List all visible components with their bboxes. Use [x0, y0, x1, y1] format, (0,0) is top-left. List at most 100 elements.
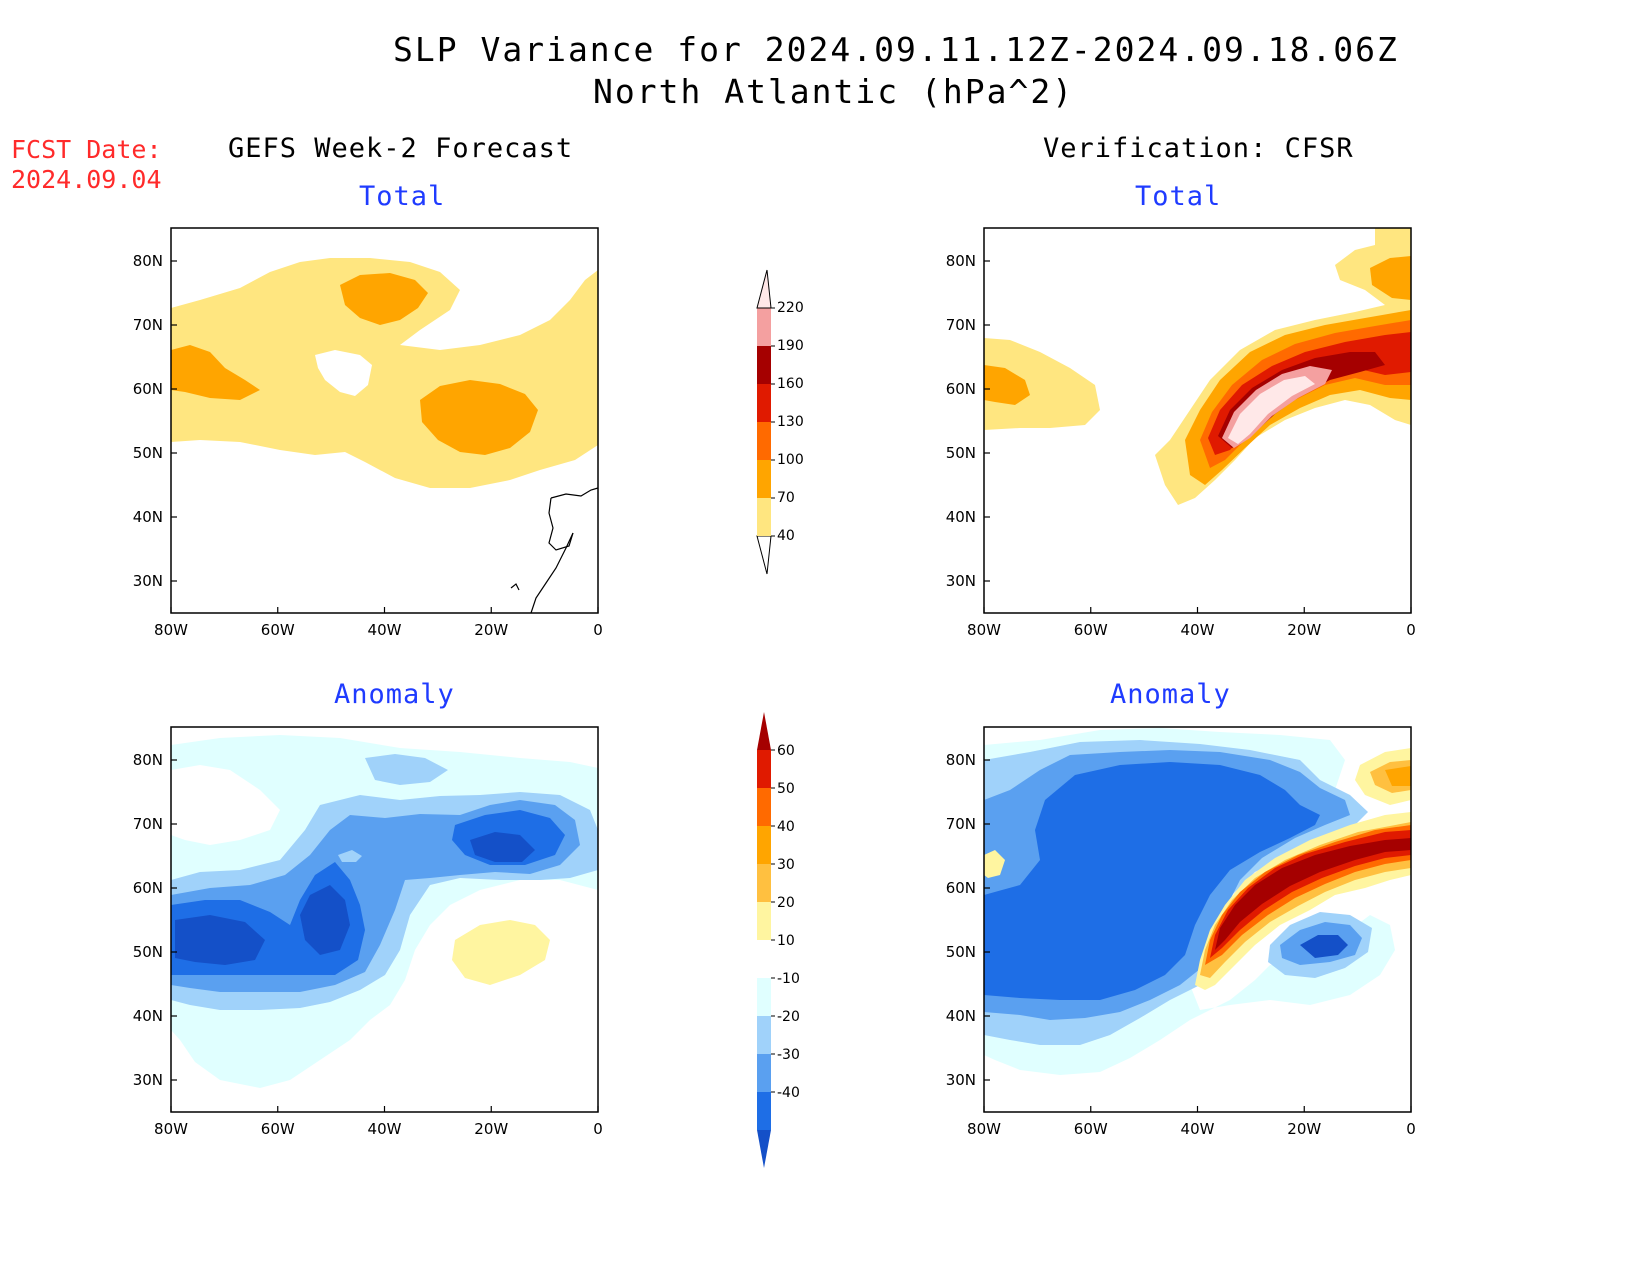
lon-tick-label: 80W — [154, 621, 188, 639]
lon-tick-label: 20W — [474, 621, 508, 639]
map-panel-verification-total — [983, 227, 1412, 614]
colorbar-total-bin — [757, 498, 771, 536]
colorbar-total-bin — [757, 384, 771, 422]
lat-tick-label: 50N — [133, 943, 163, 961]
colorbar-anomaly-bin — [757, 940, 771, 978]
lon-tick-label: 0 — [593, 621, 603, 639]
colorbar-anomaly-label: -40 — [777, 1085, 800, 1101]
lat-tick-label: 40N — [946, 508, 976, 526]
lon-tick-label: 60W — [261, 621, 295, 639]
lat-tick-label: 70N — [133, 815, 163, 833]
colorbar-anomaly-label: -20 — [777, 1009, 800, 1025]
fcst-date-label: FCST Date: 2024.09.04 — [11, 135, 162, 195]
column-heading-forecast: GEFS Week-2 Forecast — [228, 133, 574, 164]
chart-title-line2: North Atlantic (hPa^2) — [593, 72, 1075, 111]
colorbar-total-label: 160 — [777, 376, 804, 392]
map-panel-forecast-total — [170, 227, 599, 614]
colorbar-anomaly-label: 30 — [777, 857, 795, 873]
map-panel-verification-anomaly — [983, 726, 1412, 1113]
colorbar-total: 40 70 100 130 160 190 220 — [756, 269, 804, 575]
lat-tick-label: 30N — [133, 1071, 163, 1089]
colorbar-total-high-extend — [756, 269, 772, 309]
colorbar-anomaly-bin — [757, 978, 771, 1016]
contour-70-labrador — [171, 345, 260, 400]
lat-tick-label: 60N — [946, 879, 976, 897]
lon-tick-label: 0 — [1406, 1120, 1416, 1138]
colorbar-anomaly-label: -30 — [777, 1047, 800, 1063]
lat-tick-label: 40N — [133, 1007, 163, 1025]
lon-tick-label: 40W — [1181, 621, 1215, 639]
lon-tick-label: 80W — [154, 1120, 188, 1138]
colorbar-total-label: 190 — [777, 338, 804, 354]
lon-tick-label: 20W — [1287, 1120, 1321, 1138]
colorbar-anomaly-label: 60 — [777, 743, 795, 759]
colorbar-anomaly-bin — [757, 788, 771, 826]
lat-tick-label: 40N — [946, 1007, 976, 1025]
colorbar-total-label: 130 — [777, 414, 804, 430]
lat-tick-label: 60N — [133, 380, 163, 398]
contour-70-atlantic — [420, 380, 538, 455]
colorbar-anomaly-label: 40 — [777, 819, 795, 835]
colorbar-anomaly-high-extend — [757, 712, 771, 750]
map-panel-forecast-anomaly — [170, 726, 599, 1113]
lat-tick-label: 30N — [946, 572, 976, 590]
lat-tick-label: 70N — [946, 316, 976, 334]
fcst-date-line1: FCST Date: — [11, 135, 162, 164]
lat-tick-label: 80N — [133, 751, 163, 769]
contour-220-band — [1228, 376, 1315, 444]
colorbar-anomaly-label: 10 — [777, 933, 795, 949]
lon-tick-label: 20W — [1287, 621, 1321, 639]
lat-tick-label: 70N — [946, 815, 976, 833]
lat-tick-label: 30N — [946, 1071, 976, 1089]
colorbar-anomaly-bin — [757, 1016, 771, 1054]
lat-tick-label: 70N — [133, 316, 163, 334]
lon-tick-label: 0 — [1406, 621, 1416, 639]
lon-tick-label: 60W — [1074, 621, 1108, 639]
lat-tick-label: 80N — [946, 751, 976, 769]
lon-tick-label: 60W — [261, 1120, 295, 1138]
colorbar-total-label: 220 — [777, 300, 804, 316]
lon-tick-label: 40W — [368, 1120, 402, 1138]
lat-tick-label: 80N — [133, 252, 163, 270]
colorbar-total-low-extend — [756, 535, 772, 575]
lat-tick-label: 80N — [946, 252, 976, 270]
column-heading-verification: Verification: CFSR — [1043, 133, 1354, 164]
lat-tick-label: 50N — [946, 444, 976, 462]
panel-title-bottom-left: Anomaly — [334, 679, 455, 710]
colorbar-anomaly-label: 20 — [777, 895, 795, 911]
lat-tick-label: 30N — [133, 572, 163, 590]
colorbar-anomaly-low-extend — [757, 1130, 771, 1168]
colorbar-anomaly-label: 50 — [777, 781, 795, 797]
axes-layer: 80W 60W 40W 20W 0 80N 70N 60N 50N 40N 30N 80W 60W 40W… — [133, 252, 1416, 1138]
colorbar-anomaly-bin — [757, 902, 771, 940]
lon-tick-label: 60W — [1074, 1120, 1108, 1138]
fcst-date-line2: 2024.09.04 — [11, 165, 162, 194]
colorbar-anomaly-bin — [757, 826, 771, 864]
colorbar-anomaly-bin — [757, 750, 771, 788]
colorbar-total-bin — [757, 460, 771, 498]
lon-tick-label: 0 — [593, 1120, 603, 1138]
colorbar-anomaly-label: -10 — [777, 971, 800, 987]
colorbar-anomaly-bin — [757, 1054, 771, 1092]
colorbar-total-label: 100 — [777, 452, 804, 468]
lat-tick-label: 60N — [946, 380, 976, 398]
colorbar-anomaly: 60 50 40 30 20 10 -10 -20 -30 -40 — [757, 712, 800, 1168]
lon-tick-label: 20W — [474, 1120, 508, 1138]
lat-tick-label: 60N — [133, 879, 163, 897]
panel-title-bottom-right: Anomaly — [1110, 679, 1231, 710]
lat-tick-label: 50N — [946, 943, 976, 961]
lat-tick-label: 40N — [133, 508, 163, 526]
contour-70-greenland — [340, 273, 428, 325]
colorbar-total-bin — [757, 422, 771, 460]
colorbar-total-bin — [757, 308, 771, 346]
chart-title-line1: SLP Variance for 2024.09.11.12Z-2024.09.… — [393, 30, 1399, 69]
lat-tick-label: 50N — [133, 444, 163, 462]
colorbar-total-bin — [757, 346, 771, 384]
lon-tick-label: 80W — [967, 621, 1001, 639]
lon-tick-label: 40W — [368, 621, 402, 639]
colorbar-total-label: 70 — [777, 490, 795, 506]
lon-tick-label: 40W — [1181, 1120, 1215, 1138]
colorbar-total-label: 40 — [777, 528, 795, 544]
colorbar-anomaly-bin — [757, 1092, 771, 1130]
